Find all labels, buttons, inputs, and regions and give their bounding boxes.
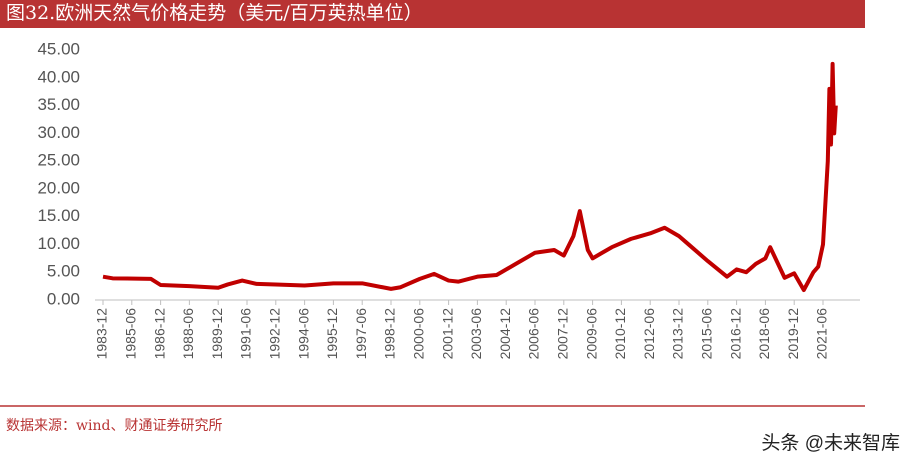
y-tick-label: 20.00 (37, 178, 80, 197)
x-tick-label: 2015-06 (699, 308, 715, 360)
x-tick-label: 2010-12 (612, 308, 628, 360)
x-tick-label: 1998-12 (382, 308, 398, 360)
x-tick-label: 1988-06 (180, 308, 196, 360)
x-tick-label: 1991-06 (238, 308, 254, 360)
source-note: 数据来源：wind、财通证券研究所 (6, 418, 222, 434)
y-tick-label: 5.00 (47, 262, 80, 281)
x-tick-label: 1994-06 (295, 308, 311, 360)
x-tick-label: 2013-12 (670, 308, 686, 360)
x-tick-label: 1986-12 (151, 308, 167, 360)
x-tick-label: 2021-06 (814, 308, 830, 360)
y-tick-label: 0.00 (47, 289, 80, 308)
x-tick-label: 1997-06 (353, 308, 369, 360)
chart-title: 图32.欧洲天然气价格走势（美元/百万英热单位） (6, 2, 423, 24)
x-tick-label: 1985-06 (123, 308, 139, 360)
x-tick-label: 1992-12 (267, 308, 283, 360)
watermark: 头条 @未来智库 (761, 432, 900, 454)
price-line (102, 61, 838, 292)
y-tick-label: 45.00 (37, 39, 80, 58)
y-tick-label: 35.00 (37, 95, 80, 114)
x-tick-label: 2003-06 (468, 308, 484, 360)
y-tick-label: 40.00 (37, 67, 80, 86)
y-tick-label: 10.00 (37, 234, 80, 253)
x-tick-label: 2009-06 (583, 308, 599, 360)
y-tick-label: 30.00 (37, 123, 80, 142)
x-tick-label: 1983-12 (94, 308, 110, 360)
x-tick-label: 2004-12 (497, 308, 513, 360)
y-tick-label: 25.00 (37, 151, 80, 170)
x-tick-label: 1989-12 (209, 308, 225, 360)
x-tick-label: 2007-12 (555, 308, 571, 360)
x-tick-label: 2012-06 (641, 308, 657, 360)
y-tick-label: 15.00 (37, 206, 80, 225)
x-tick-label: 2019-12 (785, 308, 801, 360)
x-tick-label: 2001-12 (439, 308, 455, 360)
x-tick-label: 1995-12 (324, 308, 340, 360)
x-tick-label: 2016-12 (727, 308, 743, 360)
x-tick-label: 2006-06 (526, 308, 542, 360)
title-bar (0, 0, 865, 28)
x-tick-label: 2018-06 (756, 308, 772, 360)
x-tick-label: 2000-06 (411, 308, 427, 360)
